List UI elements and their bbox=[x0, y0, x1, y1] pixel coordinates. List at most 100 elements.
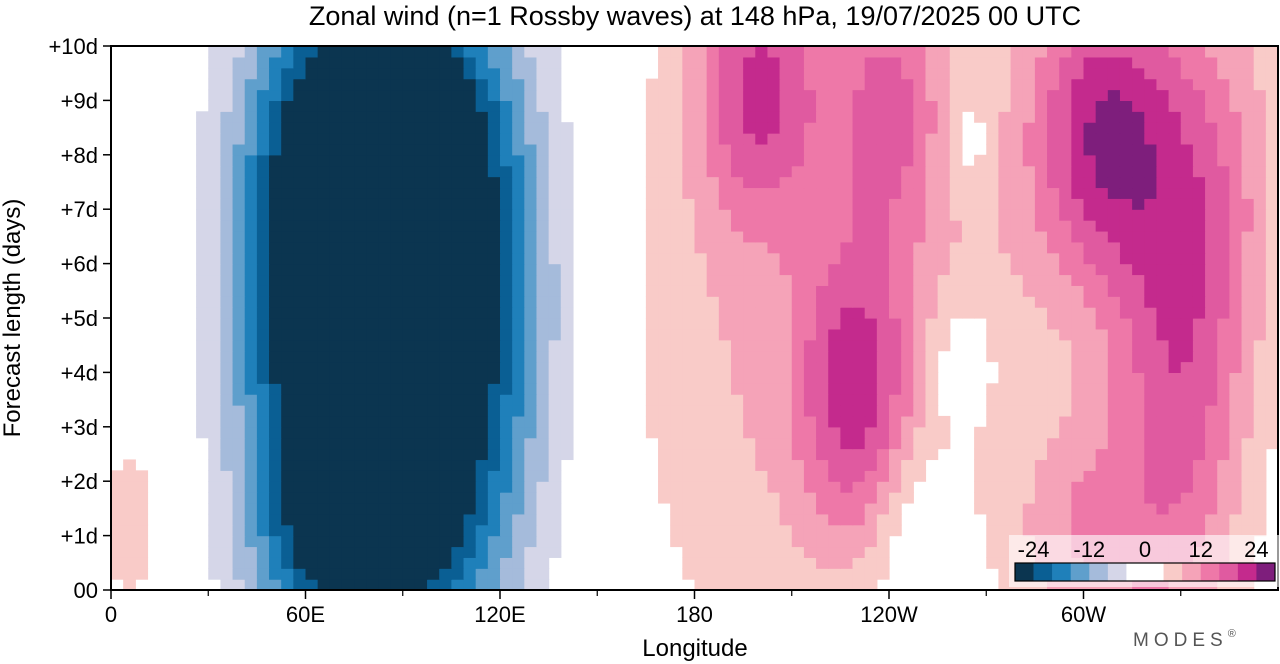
heatmap-cell bbox=[1107, 133, 1121, 145]
heatmap-cell bbox=[1119, 415, 1133, 428]
heatmap-cell bbox=[475, 46, 489, 58]
heatmap-cell bbox=[828, 220, 841, 232]
heatmap-cell bbox=[1241, 426, 1255, 439]
heatmap-cell bbox=[876, 426, 890, 439]
heatmap-cell bbox=[1253, 383, 1267, 395]
heatmap-cell bbox=[439, 568, 452, 580]
heatmap-cell bbox=[269, 383, 282, 395]
heatmap-cell bbox=[536, 579, 550, 590]
heatmap-cell bbox=[828, 524, 841, 537]
heatmap-cell bbox=[512, 502, 525, 515]
heatmap-cell bbox=[755, 339, 769, 352]
heatmap-cell bbox=[414, 481, 428, 493]
heatmap-cell bbox=[1095, 285, 1109, 297]
heatmap-cell bbox=[1132, 230, 1145, 243]
heatmap-cell bbox=[1217, 502, 1230, 515]
heatmap-cell bbox=[706, 383, 720, 395]
heatmap-cell bbox=[475, 307, 489, 319]
heatmap-cell bbox=[354, 285, 367, 297]
heatmap-cell bbox=[366, 568, 380, 580]
heatmap-cell bbox=[220, 426, 234, 439]
heatmap-cell bbox=[901, 165, 914, 178]
heatmap-cell bbox=[317, 198, 331, 210]
heatmap-cell bbox=[281, 111, 294, 123]
heatmap-cell bbox=[378, 78, 392, 91]
heatmap-cell bbox=[1156, 133, 1170, 145]
heatmap-cell bbox=[281, 405, 294, 417]
heatmap-cell bbox=[487, 111, 501, 123]
heatmap-cell bbox=[670, 459, 683, 471]
heatmap-cell bbox=[269, 415, 282, 428]
heatmap-cell bbox=[1241, 122, 1255, 134]
heatmap-cell bbox=[1217, 415, 1230, 428]
heatmap-cell bbox=[269, 568, 282, 580]
heatmap-cell bbox=[512, 252, 525, 265]
heatmap-cell bbox=[427, 426, 440, 439]
heatmap-cell bbox=[1047, 241, 1060, 254]
heatmap-cell bbox=[1229, 252, 1243, 265]
heatmap-cell bbox=[852, 383, 866, 395]
heatmap-cell bbox=[378, 133, 392, 145]
heatmap-cell bbox=[524, 513, 538, 526]
x-tick-label: 0 bbox=[105, 602, 117, 627]
heatmap-cell bbox=[560, 209, 574, 221]
heatmap-cell bbox=[305, 187, 319, 199]
heatmap-cell bbox=[718, 296, 732, 308]
heatmap-cell bbox=[1241, 481, 1255, 493]
heatmap-cell bbox=[244, 405, 258, 417]
heatmap-cell bbox=[414, 502, 428, 515]
heatmap-cell bbox=[451, 568, 465, 580]
heatmap-cell bbox=[670, 230, 683, 243]
heatmap-cell bbox=[293, 459, 307, 471]
heatmap-cell bbox=[281, 296, 294, 308]
heatmap-cell bbox=[512, 579, 525, 590]
heatmap-cell bbox=[682, 209, 696, 221]
heatmap-cell bbox=[317, 296, 331, 308]
heatmap-cell bbox=[1107, 415, 1121, 428]
heatmap-cell bbox=[828, 383, 841, 395]
heatmap-cell bbox=[1132, 350, 1145, 363]
heatmap-cell bbox=[1144, 209, 1158, 221]
heatmap-cell bbox=[1168, 394, 1182, 406]
heatmap-cell bbox=[706, 405, 720, 417]
heatmap-cell bbox=[913, 415, 927, 428]
heatmap-cell bbox=[803, 154, 817, 167]
heatmap-cell bbox=[1265, 274, 1278, 286]
heatmap-cell bbox=[1217, 56, 1230, 69]
heatmap-cell bbox=[670, 307, 683, 319]
heatmap-cell bbox=[998, 230, 1012, 243]
heatmap-cell bbox=[974, 481, 987, 493]
heatmap-cell bbox=[427, 481, 440, 493]
heatmap-cell bbox=[269, 133, 282, 145]
heatmap-cell bbox=[208, 307, 222, 319]
heatmap-cell bbox=[1168, 56, 1182, 69]
heatmap-cell bbox=[269, 176, 282, 189]
heatmap-cell bbox=[341, 209, 355, 221]
heatmap-cell bbox=[269, 100, 282, 112]
heatmap-cell bbox=[475, 67, 489, 80]
heatmap-cell bbox=[1034, 67, 1048, 80]
heatmap-cell bbox=[694, 383, 708, 395]
heatmap-cell bbox=[658, 154, 671, 167]
heatmap-cell bbox=[341, 143, 355, 156]
heatmap-cell bbox=[1022, 437, 1036, 450]
heatmap-cell bbox=[998, 274, 1012, 286]
heatmap-cell bbox=[487, 307, 501, 319]
heatmap-cell bbox=[1107, 296, 1121, 308]
heatmap-cell bbox=[694, 372, 708, 384]
heatmap-cell bbox=[889, 426, 902, 439]
heatmap-cell bbox=[852, 372, 866, 384]
heatmap-cell bbox=[755, 252, 769, 265]
heatmap-cell bbox=[925, 220, 939, 232]
heatmap-cell bbox=[196, 122, 209, 134]
heatmap-cell bbox=[1217, 394, 1230, 406]
heatmap-cell bbox=[1253, 263, 1267, 276]
heatmap-cell bbox=[487, 339, 501, 352]
heatmap-cell bbox=[864, 187, 878, 199]
heatmap-cell bbox=[414, 361, 428, 373]
heatmap-cell bbox=[256, 372, 270, 384]
heatmap-cell bbox=[1022, 100, 1036, 112]
heatmap-cell bbox=[512, 568, 525, 580]
heatmap-cell bbox=[220, 165, 234, 178]
heatmap-cell bbox=[487, 405, 501, 417]
